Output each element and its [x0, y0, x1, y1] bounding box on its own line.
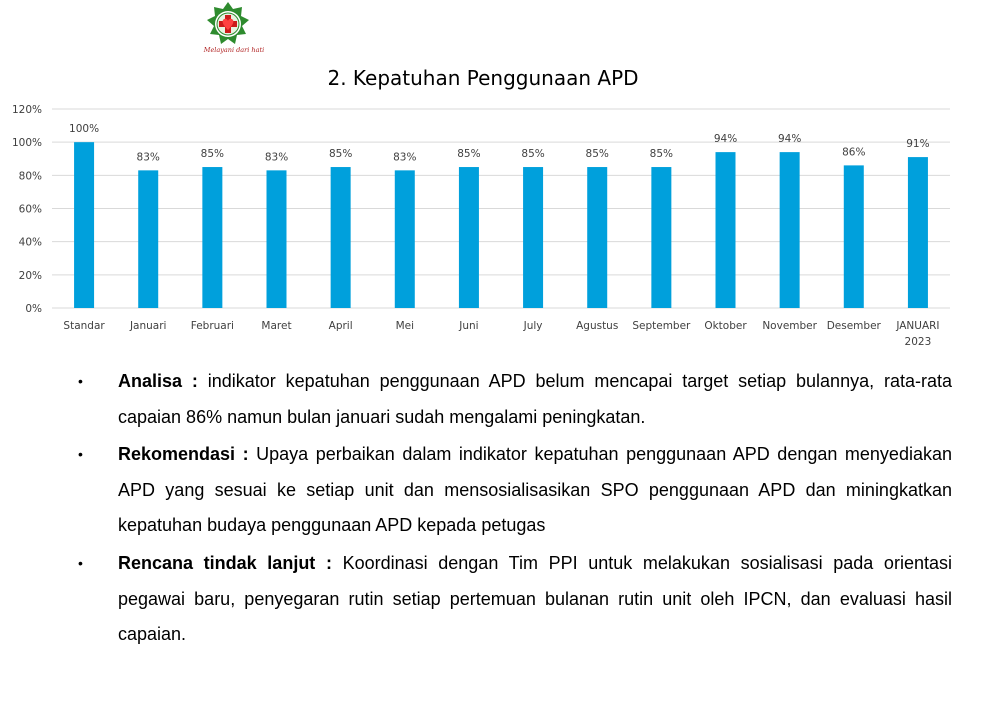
x-category-label: November	[762, 320, 817, 332]
y-tick-label: 0%	[25, 303, 42, 315]
x-category-label: Februari	[191, 320, 234, 332]
x-category-label: Juni	[458, 320, 478, 332]
y-tick-label: 20%	[19, 270, 42, 282]
note-text: Koordinasi dengan Tim PPI untuk melakuka…	[118, 552, 952, 645]
x-category-label: Standar	[63, 320, 105, 332]
x-category-label: July	[523, 320, 543, 332]
data-label: 86%	[842, 146, 865, 158]
note-label: Rekomendasi :	[118, 444, 249, 465]
note-label: Rencana tindak lanjut :	[118, 552, 332, 573]
data-label: 85%	[521, 148, 544, 160]
bullet-icon: •	[78, 373, 83, 389]
bar	[651, 167, 672, 308]
data-label: 83%	[137, 151, 160, 163]
y-tick-label: 60%	[19, 204, 42, 216]
data-label: 100%	[69, 123, 99, 135]
note-item: • Rekomendasi : Upaya perbaikan dalam ind…	[78, 437, 952, 544]
hospital-logo: Melayani dari hati	[203, 2, 264, 54]
data-label: 85%	[650, 148, 673, 160]
data-label: 85%	[201, 148, 224, 160]
bar	[843, 165, 864, 308]
bar	[779, 152, 800, 308]
x-category-label: Mei	[396, 320, 414, 332]
note-item: • Analisa : indikator kepatuhan penggunaa…	[78, 364, 952, 435]
chart-bars	[74, 142, 928, 308]
y-tick-label: 80%	[19, 170, 42, 182]
chart-gridlines	[52, 108, 950, 309]
y-tick-label: 40%	[19, 237, 42, 249]
chart-data-labels: 100% 83% 85% 83% 85% 83% 85% 85% 85% 85% 94% 94% 86%…	[69, 123, 930, 163]
bar	[202, 167, 223, 308]
data-label: 85%	[457, 148, 480, 160]
logo-motto: Melayani dari hati	[203, 46, 264, 54]
data-label: 91%	[906, 138, 929, 150]
data-label: 83%	[265, 151, 288, 163]
y-tick-label: 100%	[12, 137, 42, 149]
bar	[266, 170, 287, 308]
note-item: • Rencana tindak lanjut : Koordinasi deng…	[78, 546, 952, 653]
data-label: 94%	[714, 133, 737, 145]
bar	[587, 167, 608, 308]
bar-chart: 2. Kepatuhan Penggunaan APD 0% 20% 40% 60% 8…	[12, 66, 950, 348]
data-label: 85%	[586, 148, 609, 160]
data-label: 83%	[393, 151, 416, 163]
x-category-label: September	[632, 320, 691, 332]
bar	[138, 170, 159, 308]
note-label: Analisa :	[118, 371, 198, 391]
note-text: Upaya perbaikan dalam indikator kepatuha…	[118, 444, 952, 536]
bar	[458, 167, 479, 308]
note-text: indikator kepatuhan penggunaan APD belum…	[118, 371, 952, 427]
bar	[330, 167, 351, 308]
bar	[715, 152, 736, 308]
bullet-icon: •	[78, 554, 83, 571]
x-category-label: Januari	[129, 320, 167, 332]
y-tick-label: 120%	[12, 104, 42, 116]
x-category-label: JANUARI 2023	[895, 320, 939, 348]
bar	[74, 142, 95, 308]
analysis-notes: • Analisa : indikator kepatuhan penggunaa…	[78, 364, 952, 655]
x-category-label: Desember	[827, 320, 882, 332]
x-category-label: Agustus	[576, 320, 618, 332]
data-label: 94%	[778, 133, 801, 145]
y-axis-ticks: 0% 20% 40% 60% 80% 100% 120%	[12, 104, 42, 315]
bar	[394, 170, 415, 308]
chart-title: 2. Kepatuhan Penggunaan APD	[327, 66, 638, 90]
x-category-label: Maret	[261, 320, 291, 332]
x-axis-categories: Standar Januari Februari Maret April Mei Juni J…	[63, 320, 939, 348]
bullet-icon: •	[78, 446, 83, 463]
bar	[907, 157, 928, 308]
bar	[523, 167, 544, 308]
x-category-label: April	[329, 320, 353, 332]
data-label: 85%	[329, 148, 352, 160]
x-category-label: Oktober	[704, 320, 747, 332]
